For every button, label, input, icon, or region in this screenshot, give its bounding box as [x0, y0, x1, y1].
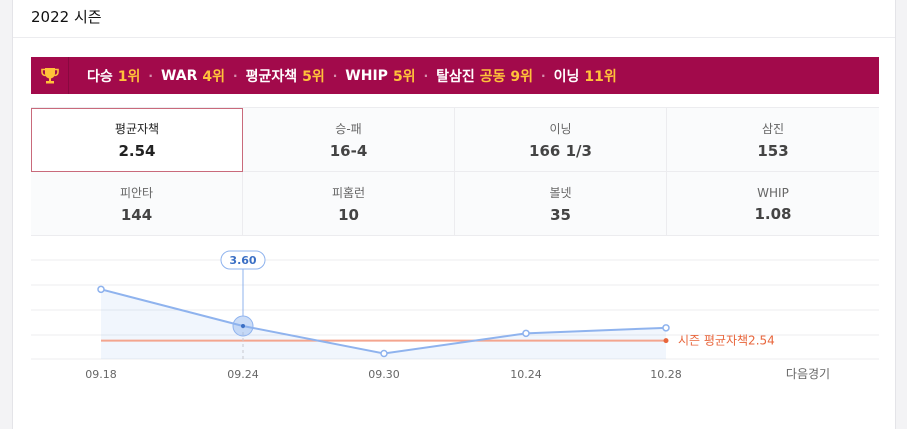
rank-value: 공동 9위 [479, 68, 534, 85]
stat-value: 1.08 [754, 204, 792, 223]
season-title: 2022 시즌 [31, 8, 102, 26]
stat-value: 35 [550, 206, 571, 224]
rank-war: WAR 4위 [161, 66, 225, 86]
stat-label: 이닝 [549, 121, 572, 136]
rank-value: 5위 [302, 68, 325, 85]
x-tick-label: 10.28 [650, 368, 682, 381]
data-point [662, 324, 670, 332]
stat-value: 144 [120, 206, 153, 224]
area-fill [101, 289, 666, 359]
rank-label: 탈삼진 [436, 68, 475, 85]
average-end-dot [663, 338, 669, 344]
rank-innings: 이닝 11위 [554, 66, 617, 86]
rank-label: 이닝 [553, 68, 580, 85]
stat-value: 166 1/3 [529, 141, 592, 160]
stat-value: 16-4 [329, 141, 368, 160]
stat-value: 2.54 [118, 142, 156, 160]
divider [13, 37, 895, 38]
stat-label: 평균자책 [114, 122, 160, 136]
stat-value: 10 [338, 206, 359, 224]
rank-wins: 다승 1위 [87, 66, 140, 86]
x-tick-label: 09.24 [227, 368, 259, 381]
rank-label: WHIP [345, 67, 388, 84]
data-point [380, 349, 388, 358]
highlight-point [241, 324, 245, 328]
stat-cell-home-runs[interactable]: 피홈런 10 [243, 172, 455, 236]
stat-label: 볼넷 [549, 186, 572, 200]
stat-label: WHIP [757, 185, 789, 200]
rank-label: WAR [160, 67, 198, 84]
data-point [522, 329, 530, 338]
rank-whip: WHIP 5위 [345, 66, 415, 86]
rank-label: 평균자책 [245, 68, 298, 85]
rank-value: 5위 [392, 68, 416, 85]
average-label: 시즌 평균자책2.54 [678, 333, 775, 348]
stat-cell-hits[interactable]: 피안타 144 [31, 172, 243, 236]
rank-strikeouts: 탈삼진 공동 9위 [436, 66, 533, 86]
stat-cell-strikeouts[interactable]: 삼진 153 [667, 108, 879, 172]
x-tick-label: 10.24 [510, 368, 542, 381]
rank-label: 다승 [87, 68, 113, 85]
data-point [97, 285, 105, 294]
tooltip-bubble [220, 250, 266, 270]
tooltip-value: 3.60 [229, 254, 256, 267]
rank-value: 11위 [584, 68, 617, 85]
rank-era: 평균자책 5위 [246, 66, 325, 86]
stat-cell-win-loss[interactable]: 승-패 16-4 [243, 108, 455, 172]
next-game-label: 다음경기 [786, 367, 830, 381]
stat-cell-era[interactable]: 평균자책 2.54 [31, 108, 243, 172]
stat-cell-walks[interactable]: 볼넷 35 [455, 172, 667, 236]
separator-dot: · [148, 68, 153, 83]
ranking-banner: 다승 1위 · WAR 4위 · 평균자책 5위 · WHIP 5위 · 탈삼진… [31, 57, 879, 94]
rank-value: 1위 [117, 68, 141, 85]
era-trend-chart: 3.60 시즌 평균자책2.54 09.18 09.24 09.30 10.24 10.28… [31, 250, 879, 381]
x-tick-label: 09.18 [85, 368, 117, 381]
separator-dot: · [423, 68, 429, 83]
stat-cell-innings[interactable]: 이닝 166 1/3 [455, 108, 667, 172]
trophy-icon [31, 57, 69, 94]
stat-cell-whip[interactable]: WHIP 1.08 [667, 172, 879, 236]
stat-label: 삼진 [761, 121, 785, 136]
rank-value: 4위 [202, 68, 226, 85]
stats-grid: 평균자책 2.54 승-패 16-4 이닝 166 1/3 삼진 153 피안타… [31, 107, 879, 236]
separator-dot: · [233, 68, 238, 83]
separator-dot: · [332, 68, 338, 83]
stat-label: 피안타 [119, 186, 154, 200]
x-tick-label: 09.30 [368, 368, 400, 381]
season-card: 2022 시즌 다승 1위 · WAR 4위 · 평균자책 5위 · [12, 0, 896, 429]
stat-value: 153 [757, 141, 789, 160]
stat-label: 피홈런 [331, 186, 366, 200]
separator-dot: · [541, 68, 546, 83]
stat-label: 승-패 [335, 121, 362, 136]
